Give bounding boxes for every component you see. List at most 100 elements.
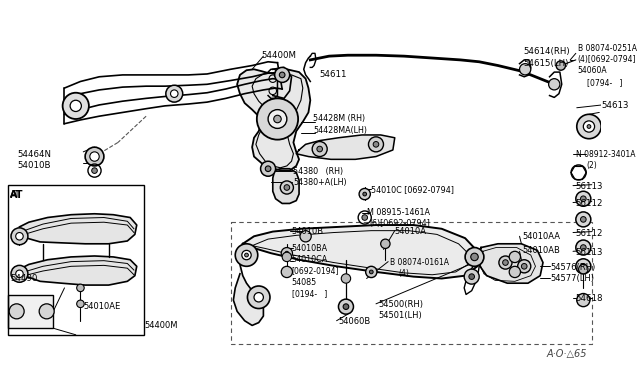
Text: M 08915-1461A: M 08915-1461A xyxy=(367,208,429,217)
Text: 54500(RH): 54500(RH) xyxy=(379,300,424,309)
Text: 54614(RH): 54614(RH) xyxy=(524,47,570,56)
Circle shape xyxy=(244,253,248,257)
Circle shape xyxy=(268,110,287,128)
Text: 54400M: 54400M xyxy=(144,321,178,330)
Circle shape xyxy=(77,300,84,308)
Text: 54380   (RH): 54380 (RH) xyxy=(293,167,344,176)
Circle shape xyxy=(166,85,182,102)
Circle shape xyxy=(16,232,23,240)
Circle shape xyxy=(11,228,28,245)
Circle shape xyxy=(583,121,595,132)
Circle shape xyxy=(282,252,292,262)
Circle shape xyxy=(369,270,373,274)
Circle shape xyxy=(369,137,383,152)
Circle shape xyxy=(300,231,311,242)
Text: N 08912-3401A: N 08912-3401A xyxy=(576,150,636,159)
Text: (4): (4) xyxy=(399,269,410,278)
Polygon shape xyxy=(19,256,137,285)
Text: 54060B: 54060B xyxy=(339,317,371,326)
Text: 54010B: 54010B xyxy=(17,161,51,170)
Text: 54464N: 54464N xyxy=(17,150,52,159)
Circle shape xyxy=(16,270,23,278)
Text: 54618: 54618 xyxy=(576,295,604,304)
Text: A·O·△65: A·O·△65 xyxy=(547,349,588,359)
Circle shape xyxy=(275,67,290,83)
Circle shape xyxy=(92,168,97,173)
Text: 54428MA(LH): 54428MA(LH) xyxy=(313,126,367,135)
Polygon shape xyxy=(19,214,137,244)
Circle shape xyxy=(465,247,484,266)
Text: 56112: 56112 xyxy=(576,199,604,208)
Text: 54611: 54611 xyxy=(320,70,347,79)
Text: B 08074-0161A: B 08074-0161A xyxy=(390,258,449,267)
Text: 54490: 54490 xyxy=(10,274,38,283)
Text: 54010AB: 54010AB xyxy=(522,246,560,255)
Circle shape xyxy=(77,284,84,292)
Text: 54010C [0692-0794]: 54010C [0692-0794] xyxy=(371,185,454,194)
Circle shape xyxy=(580,263,586,269)
Text: 56113: 56113 xyxy=(576,247,604,257)
Polygon shape xyxy=(237,69,310,171)
Circle shape xyxy=(576,212,591,227)
Text: 54613: 54613 xyxy=(601,101,628,110)
Text: AT: AT xyxy=(10,190,21,199)
Circle shape xyxy=(469,274,474,279)
Circle shape xyxy=(518,260,531,273)
Circle shape xyxy=(576,259,591,274)
Text: 54428M (RH): 54428M (RH) xyxy=(313,114,365,123)
Circle shape xyxy=(70,100,81,112)
Text: 54010B: 54010B xyxy=(292,227,324,236)
Circle shape xyxy=(580,217,586,222)
Circle shape xyxy=(509,266,520,278)
Circle shape xyxy=(577,294,590,307)
Text: 54400M: 54400M xyxy=(262,51,296,61)
Circle shape xyxy=(260,161,276,176)
Circle shape xyxy=(281,266,292,278)
Circle shape xyxy=(576,240,591,255)
Circle shape xyxy=(285,251,289,255)
Circle shape xyxy=(254,292,264,302)
Circle shape xyxy=(362,215,367,220)
Text: 54010AE: 54010AE xyxy=(83,302,120,311)
Circle shape xyxy=(317,146,323,152)
Circle shape xyxy=(90,152,99,161)
Circle shape xyxy=(312,141,327,157)
Circle shape xyxy=(85,147,104,166)
Bar xyxy=(8,295,53,328)
Polygon shape xyxy=(296,135,395,159)
Text: 56113: 56113 xyxy=(576,182,604,191)
Circle shape xyxy=(257,98,298,140)
Circle shape xyxy=(39,304,54,319)
Text: 54380+A(LH): 54380+A(LH) xyxy=(293,178,347,187)
Polygon shape xyxy=(477,244,543,283)
Text: (4)[0692-0794]: (4)[0692-0794] xyxy=(578,55,636,64)
Circle shape xyxy=(339,299,353,314)
Circle shape xyxy=(502,260,508,265)
Polygon shape xyxy=(273,169,299,203)
Text: [0794-   ]: [0794- ] xyxy=(587,78,623,87)
Text: 54010A: 54010A xyxy=(395,227,427,236)
Text: (2): (2) xyxy=(586,161,597,170)
Bar xyxy=(230,222,592,344)
Circle shape xyxy=(170,90,178,97)
Circle shape xyxy=(381,239,390,248)
Circle shape xyxy=(341,274,351,283)
Text: 54085: 54085 xyxy=(292,278,317,286)
Circle shape xyxy=(577,114,601,139)
Circle shape xyxy=(242,250,251,260)
Bar xyxy=(8,185,144,335)
Circle shape xyxy=(579,264,588,274)
Text: [0194-   ]: [0194- ] xyxy=(292,289,327,298)
Text: 54501(LH): 54501(LH) xyxy=(379,311,422,320)
Circle shape xyxy=(373,141,379,147)
Circle shape xyxy=(556,61,566,70)
Circle shape xyxy=(279,72,285,78)
Circle shape xyxy=(576,191,591,206)
Circle shape xyxy=(587,125,591,128)
Circle shape xyxy=(548,78,560,90)
Text: 54577(LH): 54577(LH) xyxy=(550,274,595,283)
Text: 54010AA: 54010AA xyxy=(522,232,561,241)
Text: 54576(RH): 54576(RH) xyxy=(550,263,596,272)
Circle shape xyxy=(580,196,586,202)
Polygon shape xyxy=(243,225,479,279)
